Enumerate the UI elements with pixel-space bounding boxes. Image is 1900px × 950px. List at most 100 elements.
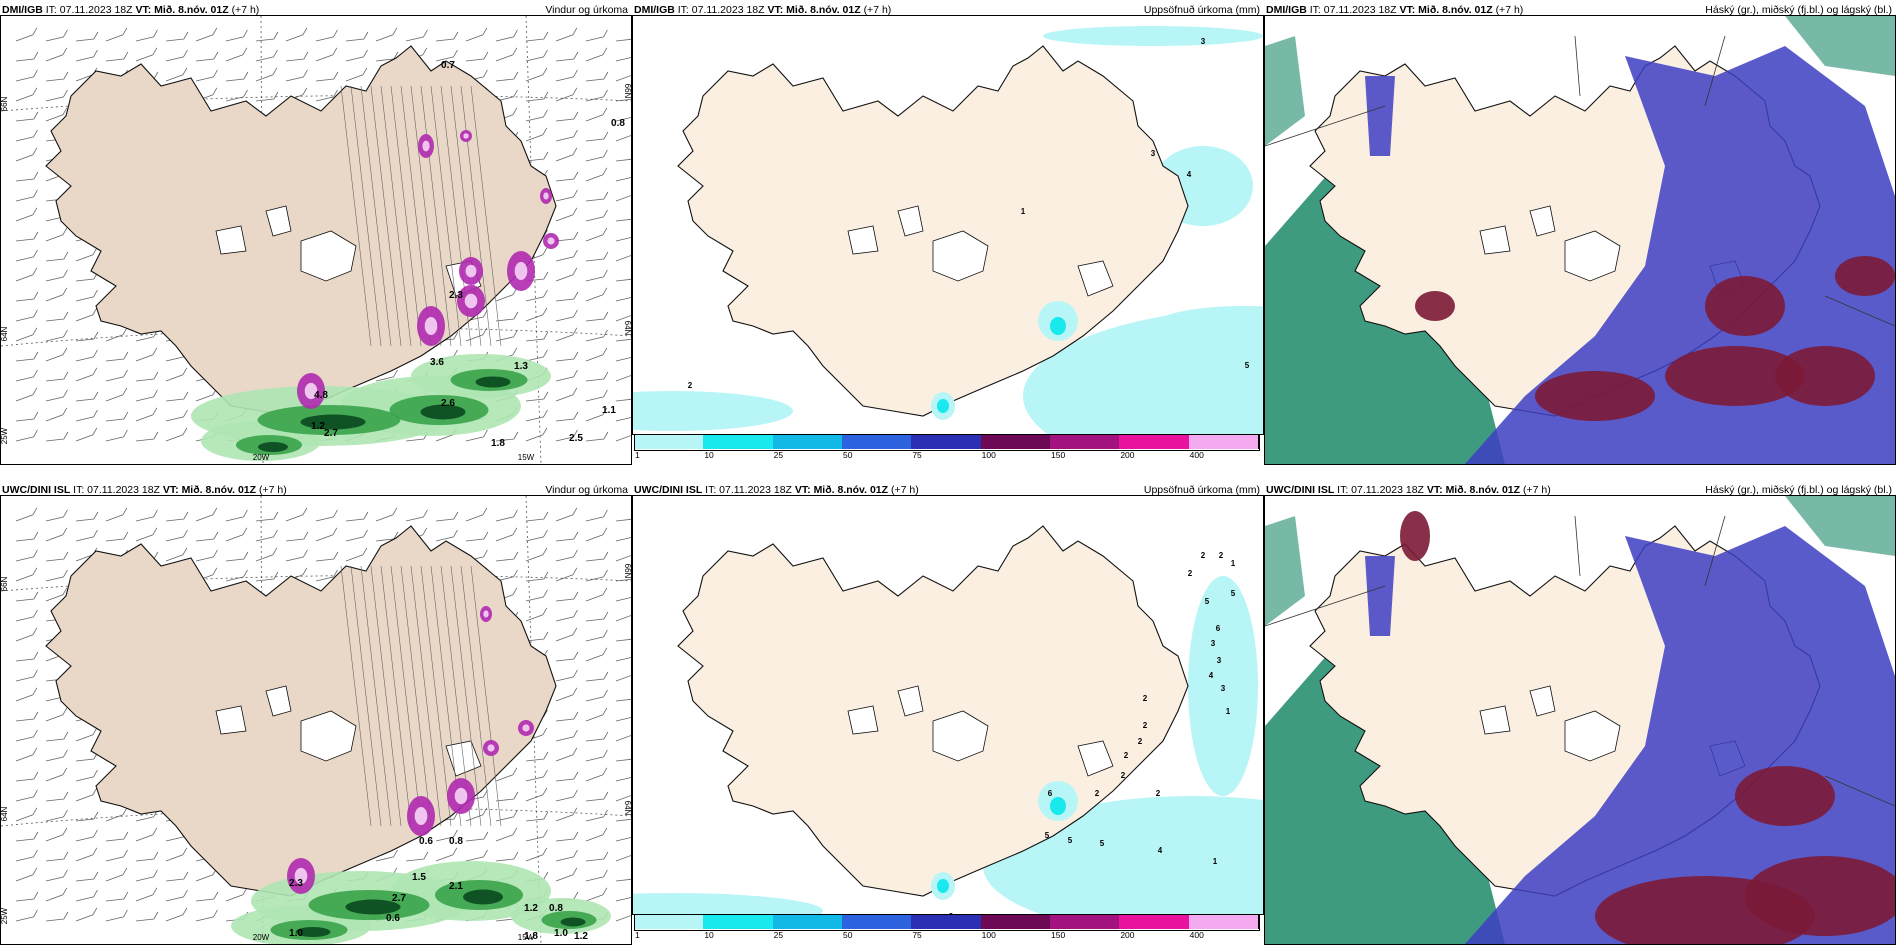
precip-value-label: 0.7 (441, 60, 455, 71)
precip-value-label: 1.8 (491, 438, 505, 449)
wind-barb (105, 831, 129, 842)
hatch-line (450, 565, 482, 827)
wind-barb (555, 351, 579, 362)
wind-barb (615, 735, 631, 742)
wind-barb (105, 531, 129, 542)
wind-barb (585, 311, 609, 322)
wind-barb (225, 71, 249, 82)
glacier-outline (897, 205, 924, 237)
hatch-line (360, 565, 392, 827)
wind-barb (315, 47, 338, 62)
wind-barb (585, 851, 609, 862)
glacier-outline (1479, 225, 1511, 255)
valid-label: VT: (162, 484, 179, 496)
wind-barb (45, 89, 68, 102)
wind-barb (15, 327, 38, 342)
accum-value-label: 6 (1216, 624, 1221, 633)
wind-barb (15, 411, 39, 422)
rain-area-heavy (420, 404, 466, 420)
wind-barb (525, 811, 549, 822)
wind-barb (615, 777, 631, 782)
wind-barb (585, 167, 608, 182)
accum-value-label: 3 (1221, 684, 1226, 693)
wind-barb (15, 711, 39, 722)
wind-barb (585, 647, 608, 662)
wind-barb (75, 829, 98, 842)
wind-barb (585, 329, 608, 342)
hatch-line (430, 85, 462, 347)
accum-value-label: 1 (1213, 857, 1218, 866)
wind-barb (75, 727, 98, 742)
wind-barb (45, 527, 68, 542)
wind-barb (555, 687, 578, 702)
wind-barb (585, 107, 608, 122)
wind-barb (525, 307, 548, 322)
wind-barb (495, 89, 518, 102)
valid-time: Mið. 8.nóv. 01Z (1445, 484, 1521, 496)
wind-barb (75, 31, 99, 42)
wind-barb (195, 867, 218, 882)
wind-barb (15, 789, 38, 802)
wind-barb (585, 149, 608, 162)
model-name: DMI/IGB (634, 4, 675, 16)
wind-barb (45, 71, 69, 82)
wind-barb (165, 907, 188, 922)
colorbar-swatch (1188, 914, 1259, 929)
wind-barb (555, 609, 578, 622)
init-time: IT: 07.11.2023 18Z (677, 4, 765, 16)
wind-barb (585, 809, 608, 822)
wind-barb (225, 509, 248, 522)
wind-barb (255, 91, 279, 102)
wind-barb (75, 847, 98, 862)
wind-barb (135, 911, 159, 922)
wind-barb (555, 309, 578, 322)
wind-barb (225, 887, 248, 902)
valid-time: Mið. 8.nóv. 01Z (154, 4, 229, 16)
wind-barb (45, 107, 68, 122)
wind-barb (525, 349, 548, 362)
wind-barb (105, 429, 128, 442)
rain-area-heavy (475, 376, 511, 388)
panel-accum-precip-uwc: UWC/DINI ISL IT: 07.11.2023 18Z VT: Mið.… (632, 480, 1264, 944)
precip-value-label: 2.1 (449, 881, 463, 892)
panel-wind-precip-dmi: DMI/IGB IT: 07.11.2023 18Z VT: Mið. 8.nó… (0, 0, 632, 465)
valid-time: Mið. 8.nóv. 01Z (786, 4, 861, 16)
hatch-line (410, 565, 442, 827)
wind-barb (615, 117, 631, 122)
accum-value-label: 1 (1226, 707, 1231, 716)
wind-barb (15, 147, 38, 162)
hatch-line (380, 85, 412, 347)
snow-shower-core (424, 317, 438, 335)
wind-barb (135, 851, 159, 862)
wind-barb (495, 311, 519, 322)
wind-barb (165, 427, 188, 442)
wind-barb (45, 809, 68, 822)
glacier-outline (215, 225, 247, 255)
wind-barb (585, 71, 609, 82)
wind-barb (15, 351, 39, 362)
wind-barb (15, 531, 39, 542)
wind-barb (195, 909, 218, 922)
region-boundaries (1265, 35, 1895, 327)
high-cloud (1735, 766, 1835, 826)
glacier-outline (1529, 685, 1556, 717)
precip-value-label: 0.8 (449, 836, 463, 847)
wind-barb (135, 869, 158, 882)
wind-barb (135, 527, 158, 542)
wind-barb (135, 887, 158, 902)
wind-barb (525, 49, 548, 62)
axis-label-lat: 66N (1, 96, 9, 111)
wind-barb (45, 869, 68, 882)
panel-clouds-dmi: DMI/IGB IT: 07.11.2023 18Z VT: Mið. 8.nó… (1264, 0, 1896, 465)
wind-barb (615, 795, 631, 802)
wind-barb (225, 47, 248, 62)
wind-barb (45, 851, 69, 862)
panel-accum-precip-dmi: DMI/IGB IT: 07.11.2023 18Z VT: Mið. 8.nó… (632, 0, 1264, 464)
wind-barb (615, 375, 631, 382)
wind-barb (465, 831, 489, 842)
wind-barb (135, 431, 159, 442)
glacier-outline (1077, 740, 1114, 777)
precip-value-label: 0.6 (419, 836, 433, 847)
wind-barb (525, 511, 549, 522)
wind-barb (135, 29, 158, 42)
